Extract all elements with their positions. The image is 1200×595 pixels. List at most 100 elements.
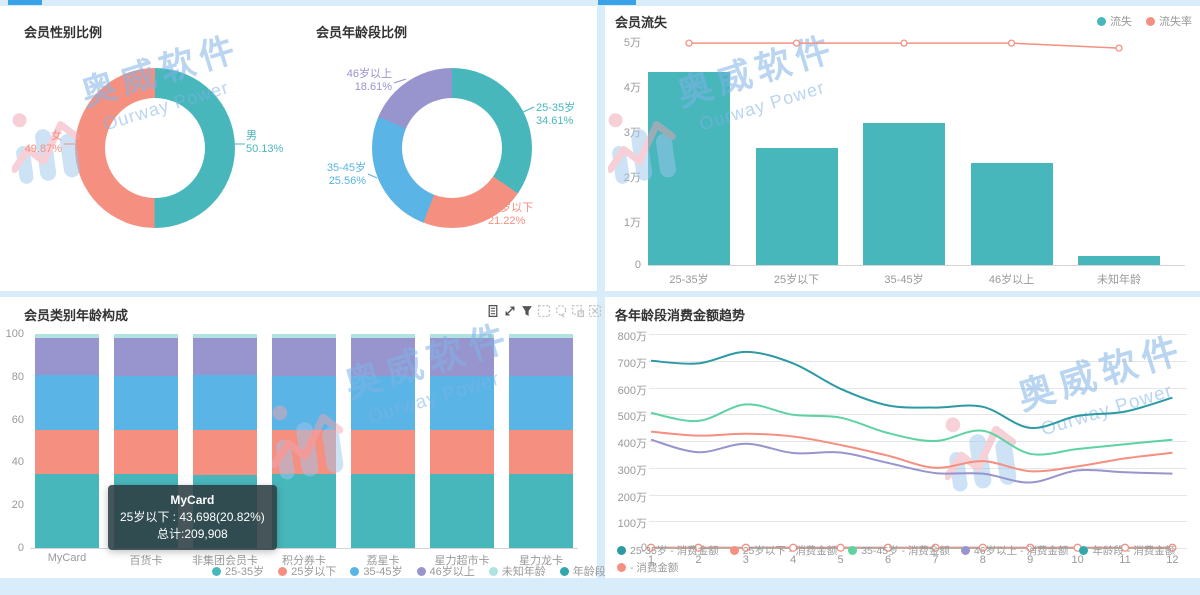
stack-segment[interactable]: [509, 375, 573, 430]
stack-segment[interactable]: [351, 474, 415, 548]
churn-bar[interactable]: [970, 162, 1053, 265]
legend-item[interactable]: 46岁以上: [416, 563, 475, 579]
legend-item[interactable]: 年龄段: [559, 563, 606, 579]
legend-item[interactable]: 35-45岁 - 消费金额: [848, 543, 950, 558]
y-axis-tick: 300万: [617, 464, 647, 477]
legend-dot: [559, 566, 569, 576]
gridline: [649, 521, 1187, 523]
legend-label: 46岁以上 - 消费金额: [973, 545, 1069, 557]
stack-segment[interactable]: [35, 429, 99, 475]
y-axis-tick: 600万: [617, 384, 647, 397]
stack-segment[interactable]: [35, 375, 99, 430]
stack-segment[interactable]: [509, 473, 573, 548]
legend-item[interactable]: 25岁以下: [278, 563, 336, 579]
panel-churn: 会员流失 流失 流失率 5万 4万 3万 2万 1万 0 25-35岁 25岁以下 35-45岁 4…: [605, 6, 1200, 291]
donut-hole: [105, 98, 205, 198]
x-axis-category: 积分券卡: [282, 555, 326, 567]
stack-segment[interactable]: [351, 375, 415, 430]
legend-label: 25岁以下: [291, 566, 337, 578]
stack-segment[interactable]: [114, 429, 178, 474]
stack-segment[interactable]: [272, 474, 336, 548]
donut-chart[interactable]: [372, 68, 532, 228]
stack-segment[interactable]: [272, 375, 336, 431]
stack-segment[interactable]: [430, 473, 494, 548]
x-axis-category: 非集团会员卡: [192, 555, 258, 567]
churn-legend: 流失 流失率: [1097, 13, 1192, 29]
stack-segment[interactable]: [35, 337, 99, 376]
stack-segment[interactable]: [272, 430, 336, 475]
filter-icon[interactable]: [520, 304, 534, 318]
legend-dot: [960, 546, 970, 555]
stack-segment[interactable]: [430, 337, 494, 376]
legend-item[interactable]: 25-35岁: [212, 563, 264, 579]
x-axis-month: 9: [1027, 554, 1034, 566]
legend-item[interactable]: 流失率: [1146, 13, 1192, 29]
keep-selection-icon[interactable]: [571, 304, 585, 318]
x-axis-month: 8: [979, 554, 986, 566]
donut-chart[interactable]: [75, 68, 235, 228]
x-axis-month: 12: [1166, 554, 1179, 566]
stack-segment[interactable]: [114, 337, 178, 376]
stack-segment[interactable]: [272, 337, 336, 376]
x-axis-month: 5: [837, 554, 844, 566]
stack-segment[interactable]: [351, 338, 415, 376]
stack-segment[interactable]: [351, 429, 415, 475]
stack-segment[interactable]: [35, 474, 99, 548]
stack-segment[interactable]: [193, 429, 257, 475]
churn-bar[interactable]: [755, 148, 838, 265]
x-axis-category: 未知年龄: [1097, 274, 1141, 286]
x-axis-line: [648, 265, 1185, 266]
stack-segment[interactable]: [114, 375, 178, 430]
tooltip-total: 总计:209,908: [157, 527, 228, 541]
stack-segment[interactable]: [35, 334, 99, 338]
trend-legend-row1: 25-35岁 - 消费金额 25岁以下 - 消费金额 35-45岁 - 消费金额 46…: [617, 543, 1175, 558]
churn-bar[interactable]: [863, 123, 945, 265]
age-ratio-chart-title: 会员年龄段比例: [316, 25, 408, 40]
legend-item[interactable]: 35-45岁: [350, 563, 403, 579]
stack-segment[interactable]: [430, 429, 494, 474]
stack-segment[interactable]: [509, 337, 573, 376]
stack-segment[interactable]: [430, 334, 494, 338]
x-axis-line: [30, 548, 578, 549]
legend-item[interactable]: 流失: [1097, 13, 1132, 29]
spend-trend-chart-title: 各年龄段消费金额趋势: [615, 308, 746, 323]
stack-segment[interactable]: [430, 375, 494, 430]
x-axis-category: 荔星卡: [366, 555, 400, 567]
x-axis-month: 6: [884, 554, 892, 566]
churn-bar[interactable]: [648, 72, 730, 265]
legend-item[interactable]: 46岁以上 - 消费金额: [960, 543, 1069, 558]
legend-item[interactable]: 年龄段 - 消费金额: [1079, 543, 1175, 558]
legend-dot: [212, 566, 221, 576]
y-axis-tick: 80: [11, 370, 24, 383]
category-age-chart-title: 会员类别年龄构成: [24, 308, 129, 323]
legend-item[interactable]: 25-35岁 - 消费金额: [617, 543, 719, 558]
stack-segment[interactable]: [272, 334, 336, 338]
stack-segment[interactable]: [193, 375, 257, 430]
x-axis-category: 35-45岁: [884, 274, 924, 286]
stack-segment[interactable]: [193, 334, 257, 338]
clear-selection-icon[interactable]: [588, 304, 602, 318]
data-view-icon[interactable]: [486, 304, 500, 318]
x-axis-month: 11: [1119, 554, 1131, 566]
y-axis-tick: 700万: [617, 357, 647, 370]
legend-item[interactable]: - 消费金额: [617, 560, 678, 575]
lasso-select-icon[interactable]: [554, 304, 568, 318]
panel-member-ratio: 会员性别比例 会员年龄段比例 男 50.13% 女 49.87% 25-35岁 34.61…: [0, 6, 597, 291]
stack-legend: 25-35岁 25岁以下 35-45岁 46岁以上 未知年龄 年龄段: [212, 563, 606, 579]
restore-icon[interactable]: [503, 304, 517, 318]
stack-segment[interactable]: [509, 429, 573, 474]
rect-select-icon[interactable]: [537, 304, 551, 318]
legend-item[interactable]: 25岁以下 - 消费金额: [729, 543, 837, 558]
churn-bar[interactable]: [1078, 256, 1160, 265]
legend-item[interactable]: 未知年龄: [488, 563, 546, 579]
pie-slice-label: 女 49.87%: [24, 130, 62, 155]
stack-segment[interactable]: [193, 337, 257, 376]
legend-dot: [1097, 16, 1106, 26]
stack-segment[interactable]: [509, 334, 573, 338]
x-axis-category: 46岁以上: [988, 274, 1035, 286]
legend-dot: [350, 566, 360, 576]
stack-segment[interactable]: [114, 334, 178, 338]
stack-segment[interactable]: [351, 334, 415, 339]
x-axis-month: 2: [695, 554, 702, 566]
x-axis-month: 7: [932, 554, 939, 566]
